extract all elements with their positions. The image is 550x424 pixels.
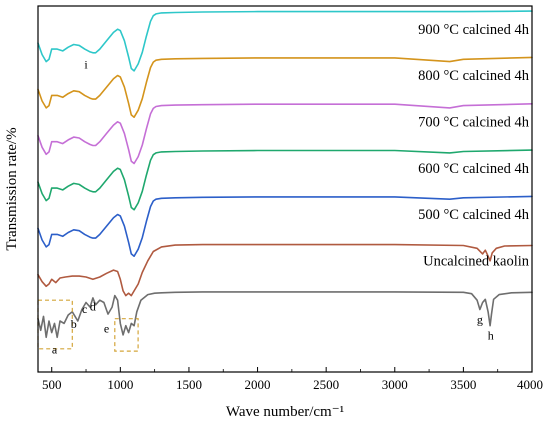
- series-layer: [37, 10, 533, 339]
- series-label-2: 800 °C calcined 4h: [418, 68, 530, 84]
- peak-annotation-a: a: [52, 343, 58, 357]
- x-axis-title: Wave number/cm⁻¹: [226, 404, 344, 420]
- plot-frame: [37, 5, 533, 373]
- series-label-4: 600 °C calcined 4h: [418, 161, 530, 177]
- series-line-1: [37, 56, 533, 118]
- x-tick-label-2500: 2500: [313, 377, 339, 392]
- series-line-5: [37, 243, 533, 297]
- y-axis-title: Transmission rate/%: [4, 127, 20, 250]
- x-tick-label-2000: 2000: [245, 377, 271, 392]
- series-label-layer: 1000 °C calcined 4h900 °C calcined 4h800…: [418, 22, 530, 270]
- series-label-3: 700 °C calcined 4h: [418, 115, 530, 131]
- x-tick-label-1500: 1500: [176, 377, 202, 392]
- peak-annotation-g: g: [477, 312, 483, 326]
- series-line-3: [37, 149, 533, 211]
- series-line-0: [37, 10, 533, 72]
- x-tick-label-3500: 3500: [450, 377, 476, 392]
- peak-annotation-e: e: [104, 322, 109, 336]
- x-tick-label-500: 500: [42, 377, 62, 392]
- peak-annotation-b: b: [71, 317, 77, 331]
- annotation-layer: abc de gh i: [52, 58, 494, 357]
- x-tick-label-3000: 3000: [382, 377, 408, 392]
- peak-annotation-h: h: [488, 329, 494, 343]
- series-line-2: [37, 103, 533, 165]
- series-line-4: [37, 195, 533, 257]
- series-label-5: 500 °C calcined 4h: [418, 207, 530, 223]
- peak-annotation-d: d: [90, 299, 96, 313]
- series-line-6: [37, 291, 533, 339]
- series-label-1: 900 °C calcined 4h: [418, 22, 530, 38]
- x-axis-ticks: 500 1000 1500 2000 2500 3000 3500 4000: [42, 367, 543, 392]
- series-label-6: Uncalcined kaolin: [423, 253, 530, 269]
- peak-annotation-i: i: [84, 58, 88, 72]
- x-tick-label-4000: 4000: [517, 377, 543, 392]
- peak-annotation-c: c: [82, 302, 87, 316]
- x-tick-label-1000: 1000: [107, 377, 133, 392]
